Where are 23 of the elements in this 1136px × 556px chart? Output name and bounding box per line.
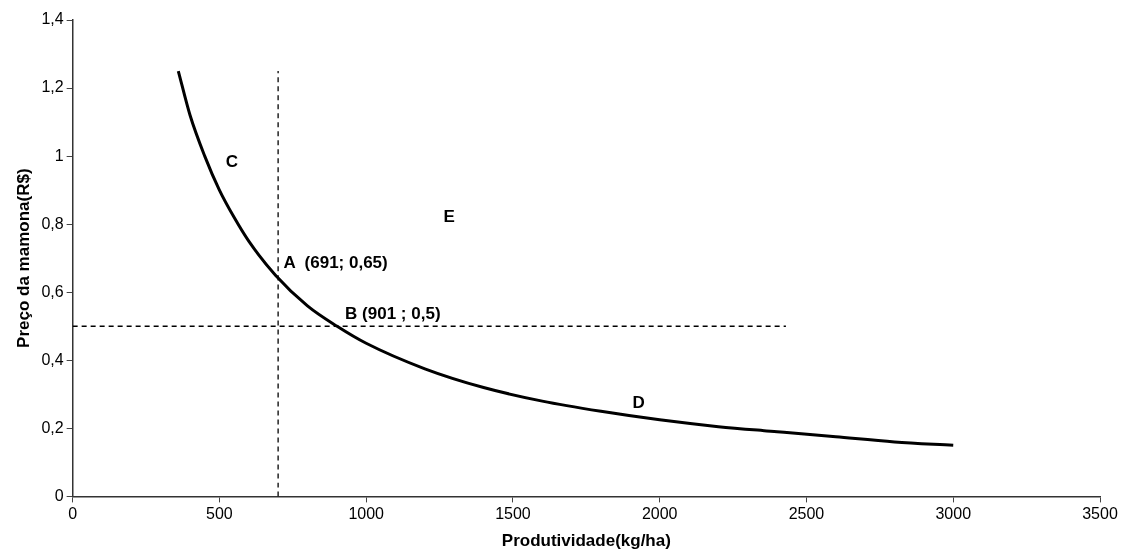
y-tick-label: 0,2 [41, 418, 64, 436]
x-tick-label: 2500 [788, 505, 825, 523]
x-tick-label: 1000 [348, 505, 385, 523]
x-tick-label: 3500 [1082, 505, 1118, 523]
y-tick-label: 0,4 [41, 350, 64, 368]
annotation: D [632, 393, 645, 413]
annotation: E [443, 207, 455, 227]
x-tick-label: 500 [206, 505, 233, 523]
x-axis-title: Produtividade(kg/ha) [501, 531, 671, 551]
x-tick-label: 1500 [495, 505, 531, 523]
annotation: B (901 ; 0,5) [345, 303, 441, 323]
y-tick-label: 0,6 [41, 282, 64, 300]
annotation: C [225, 151, 238, 171]
y-tick-label: 0 [54, 486, 64, 504]
x-tick-label: 2000 [641, 505, 678, 523]
y-axis-title: Preço da mamona(R$) [13, 168, 33, 348]
y-tick-label: 0,8 [41, 214, 64, 232]
y-tick-label: 1,2 [41, 78, 64, 96]
x-tick-label: 0 [68, 505, 78, 523]
annotation: A (691; 0,65) [283, 252, 388, 272]
y-tick-label: 1 [54, 146, 64, 164]
x-tick-label: 3000 [935, 505, 972, 523]
y-tick-label: 1,4 [41, 10, 64, 28]
